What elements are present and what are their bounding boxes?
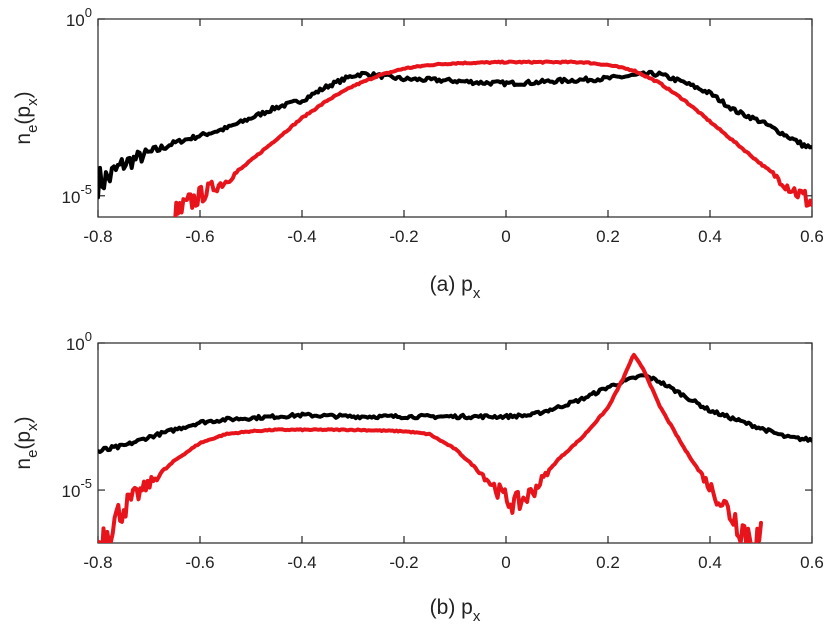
- panel-a-xlabel: (a) px: [430, 273, 481, 302]
- x-tick-label: 0.2: [596, 227, 620, 246]
- series-line-red: [98, 352, 763, 543]
- x-tick-label: 0: [501, 553, 510, 572]
- panel-b-ylabel: ne(px): [12, 416, 41, 469]
- x-tick-label: -0.6: [185, 227, 214, 246]
- panel-a-plot: [98, 59, 812, 217]
- x-tick-label: -0.8: [83, 553, 112, 572]
- x-tick-label: 0.6: [800, 553, 824, 572]
- x-tick-label: 0.6: [800, 227, 824, 246]
- y-tick-label: 100: [66, 5, 92, 30]
- panel-b-plot: [98, 352, 812, 543]
- x-tick-label: -0.2: [389, 227, 418, 246]
- panel-b-xticks: -0.8 -0.6 -0.4 -0.2 0 0.2 0.4 0.6: [83, 343, 824, 572]
- x-tick-label: -0.4: [287, 227, 316, 246]
- x-tick-label: 0.2: [596, 553, 620, 572]
- x-tick-label: -0.8: [83, 227, 112, 246]
- y-tick-label: 10-5: [62, 476, 92, 501]
- panel-b: -0.8 -0.6 -0.4 -0.2 0 0.2 0.4 0.6 100 10-5 (b) p…: [12, 329, 824, 625]
- panel-b-yticks: 100 10-5: [62, 329, 812, 501]
- x-tick-label: -0.6: [185, 553, 214, 572]
- x-tick-label: 0.4: [698, 553, 722, 572]
- series-line-red: [173, 59, 812, 217]
- panel-b-frame: [97, 342, 813, 544]
- series-line-black: [98, 373, 812, 454]
- x-tick-label: 0.4: [698, 227, 722, 246]
- panel-a-xticks: -0.8 -0.6 -0.4 -0.2 0 0.2 0.4 0.6: [83, 19, 824, 246]
- x-tick-label: -0.2: [389, 553, 418, 572]
- series-line-black: [98, 69, 812, 200]
- panel-a-yticks: 100 10-5: [62, 5, 812, 207]
- panel-a-ylabel: ne(px): [12, 91, 41, 144]
- y-tick-label: 100: [66, 329, 92, 354]
- panel-b-xlabel: (b) px: [430, 596, 481, 625]
- x-tick-label: 0: [501, 227, 510, 246]
- panel-a-frame: [97, 18, 813, 218]
- panel-a: -0.8 -0.6 -0.4 -0.2 0 0.2 0.4 0.6 100 10-5 (a) p…: [12, 5, 824, 302]
- x-tick-label: -0.4: [287, 553, 316, 572]
- y-tick-label: 10-5: [62, 182, 92, 207]
